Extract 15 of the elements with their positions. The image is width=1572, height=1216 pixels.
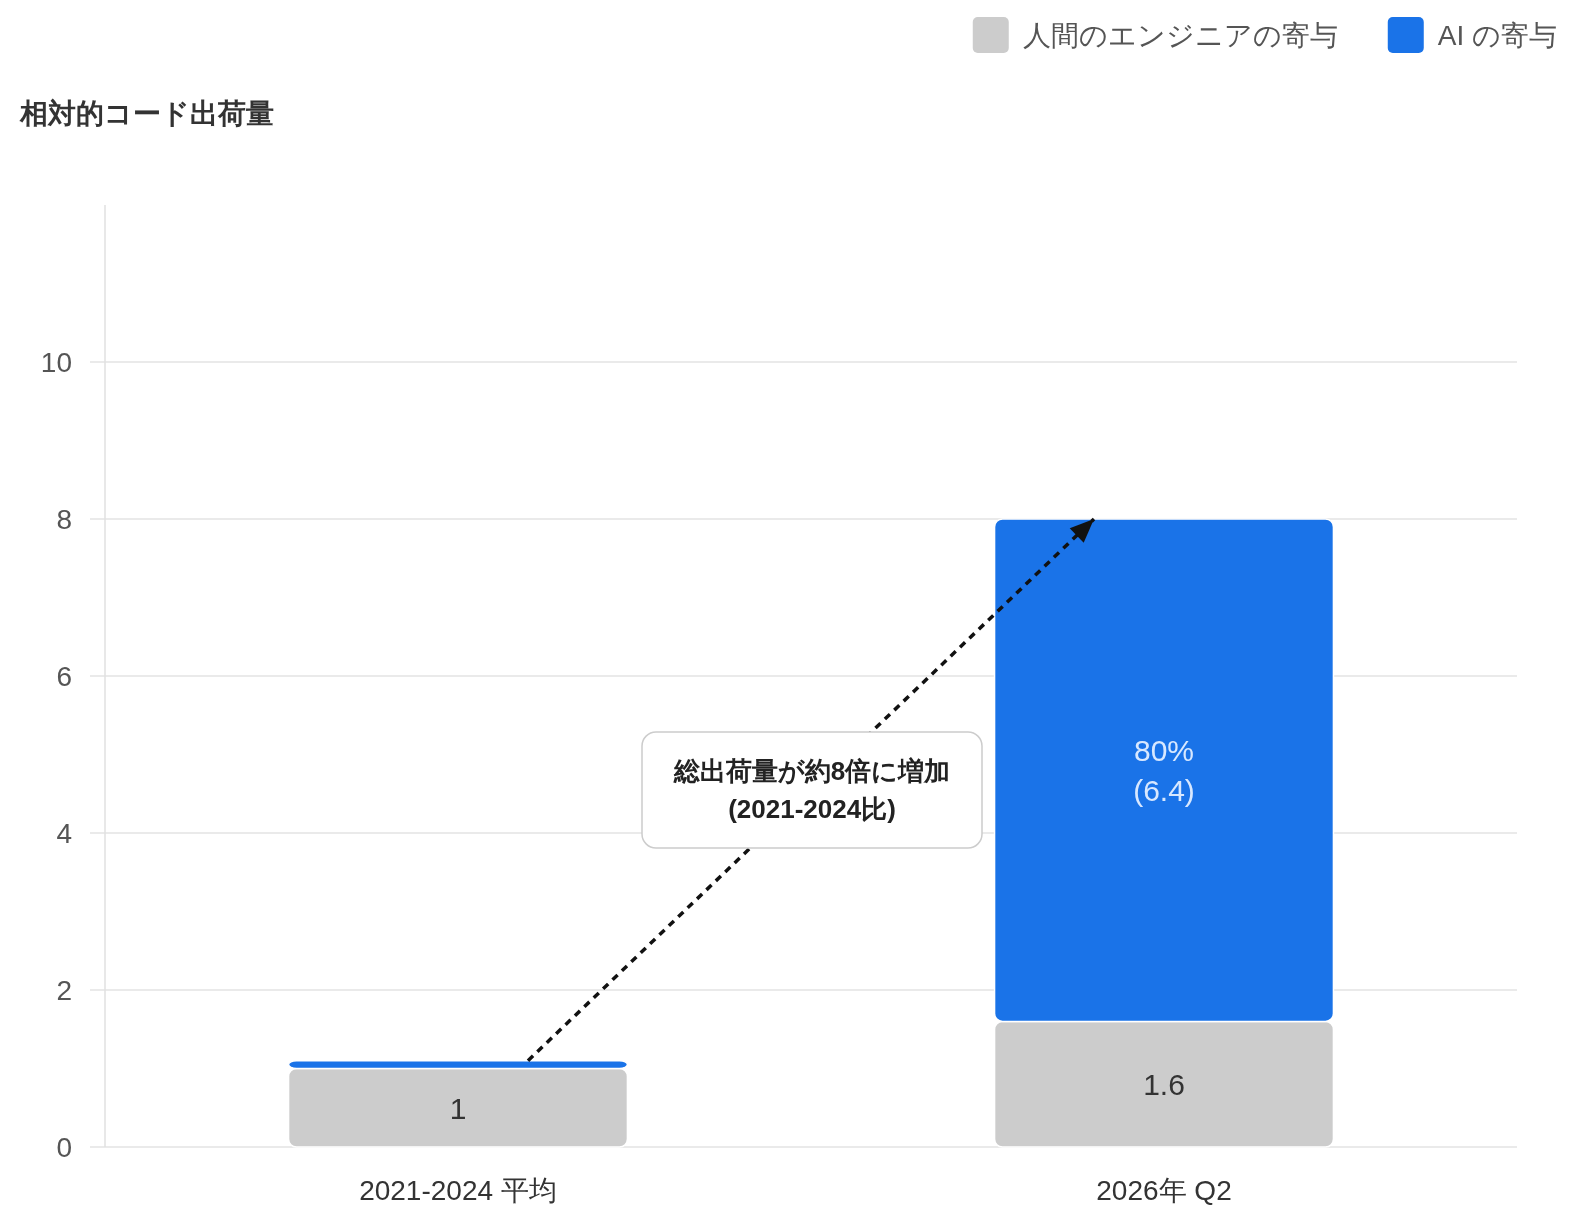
y-tick-label: 6 [56,660,72,692]
data-label: 1.6 [1143,1067,1185,1101]
legend-label: 人間のエンジニアの寄与 [1022,19,1338,51]
data-label: 80% (6.4) [1133,733,1195,807]
data-label: 1 [449,1091,467,1125]
x-tick-label: 2026年 Q2 [1096,1175,1232,1206]
y-tick-label: 4 [56,817,72,849]
y-tick-label: 0 [56,1131,72,1163]
legend-label: AI の寄与 [1437,19,1557,51]
y-tick-label: 8 [56,503,72,535]
annotation: 総出荷量が約8倍に増加 (2021-2024比) [672,756,951,824]
x-tick-label: 2021-2024 平均 [359,1175,557,1206]
y-tick-label: 10 [40,346,72,378]
y-axis-title: 相対的コード出荷量 [19,98,274,129]
y-tick-label: 2 [56,974,72,1006]
